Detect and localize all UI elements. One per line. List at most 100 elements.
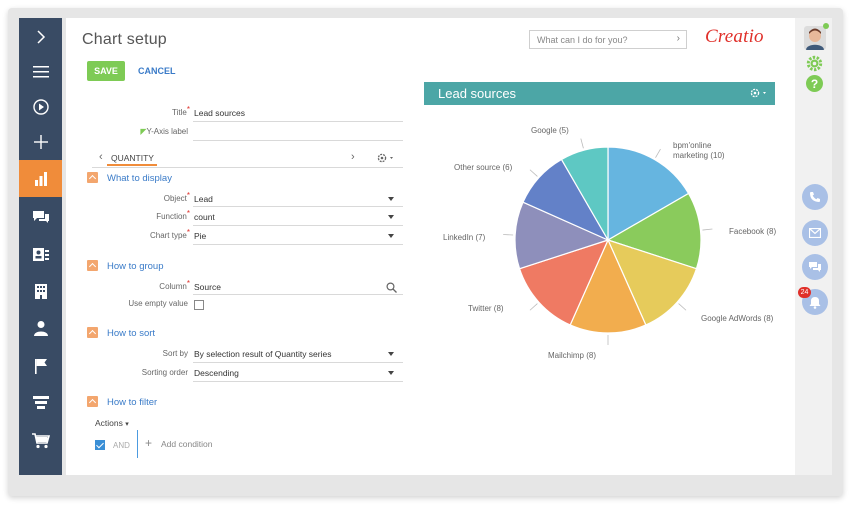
cancel-button[interactable]: CANCEL [138,66,176,76]
phone-button[interactable] [802,184,828,210]
chart-settings-button[interactable] [749,87,769,102]
help-icon[interactable]: ? [806,75,823,92]
pie-slice-5[interactable] [514,201,610,270]
chevron-down-icon[interactable] [388,234,394,238]
gear-icon [750,88,766,98]
avatar[interactable] [804,26,826,50]
gear-icon [377,153,393,163]
search-icon[interactable] [386,280,397,298]
chart-type-underline [193,244,403,245]
collapse-display-icon[interactable] [87,172,98,183]
chart-type-select[interactable]: Pie [194,231,207,241]
chevron-down-icon[interactable] [388,352,394,356]
notification-count-badge: 24 [798,287,811,298]
tab-bar-divider [92,167,403,168]
contact-card-icon [32,247,49,261]
prev-series-button[interactable]: ‹ [99,151,103,163]
save-button[interactable]: SAVE [87,61,125,81]
pie-label: Google AdWords (8) [701,314,774,323]
pie-leader-line [678,303,687,311]
chevron-down-icon[interactable] [388,197,394,201]
sorting-order-select[interactable]: Descending [194,368,239,378]
menu-button[interactable] [19,53,62,90]
pie-slice-7[interactable] [560,146,609,243]
funnel-icon [32,395,49,409]
chevron-down-icon[interactable] [388,371,394,375]
filter-group-checkbox[interactable] [95,440,105,450]
sidebar-item-campaigns[interactable] [19,347,62,384]
column-lookup[interactable]: Source [194,282,221,292]
sidebar-item-contacts[interactable] [19,235,62,272]
pie-slice-0[interactable] [607,146,690,242]
sidebar-item-analytics[interactable] [19,160,62,197]
chart-header: Lead sources [424,82,775,105]
y-axis-label: ◤Y-Axis label [140,127,188,136]
chevron-down-icon[interactable] [388,215,394,219]
online-status-dot [823,23,829,29]
chat-bubbles-icon [809,262,821,272]
page-title: Chart setup [82,31,167,48]
add-condition-button[interactable]: Add condition [161,439,213,449]
chart-type-label: Chart type* [149,228,190,240]
collapse-filter-icon[interactable] [87,396,98,407]
phone-icon [810,192,820,202]
sidebar-item-accounts[interactable] [19,272,62,309]
pie-slice-2[interactable] [606,239,698,326]
pie-leader-line [529,303,538,311]
pie-label: Mailchimp (8) [548,351,597,360]
object-select[interactable]: Lead [194,194,213,204]
sort-by-select[interactable]: By selection result of Quantity series [194,349,332,359]
y-axis-underline [193,140,403,141]
command-search-input[interactable]: What can I do for you? › [529,30,687,49]
function-select[interactable]: count [194,212,215,222]
and-operator[interactable]: AND [113,441,130,450]
use-empty-checkbox[interactable] [194,300,204,310]
right-panel [795,18,832,475]
title-label: Title* [172,105,190,117]
chevron-right-icon [36,29,45,44]
pie-label: Twitter (8) [468,304,504,313]
sidebar-item-funnel[interactable] [19,384,62,421]
pie-label: Google (5) [531,126,569,135]
building-icon [34,283,47,299]
add-button[interactable] [19,123,62,160]
envelope-icon [809,228,821,238]
email-button[interactable] [802,220,828,246]
section-how-to-sort[interactable]: How to sort [107,328,156,339]
section-what-to-display[interactable]: What to display [107,173,172,184]
section-how-to-group[interactable]: How to group [107,261,164,272]
pie-leader-line [655,148,661,158]
chat-button[interactable] [802,254,828,280]
filter-group-line [137,430,138,458]
title-input[interactable]: Lead sources [194,108,246,118]
person-icon [33,320,48,336]
plus-icon[interactable]: + [145,436,153,450]
pie-slice-1[interactable] [606,192,702,270]
tab-quantity[interactable]: QUANTITY [111,153,154,163]
filter-actions-menu[interactable]: Actions ▾ [95,418,129,428]
collapse-group-icon[interactable] [87,260,98,271]
settings-button[interactable] [806,55,823,77]
collapse-sort-icon[interactable] [87,327,98,338]
column-underline [193,294,403,295]
sidebar-item-feed[interactable] [19,198,62,235]
title-underline [193,121,403,122]
use-empty-label: Use empty value [128,299,188,308]
pie-slice-4[interactable] [518,239,610,326]
run-process-button[interactable] [19,88,62,125]
sidebar-item-orders[interactable] [19,422,62,459]
function-underline [193,225,403,226]
pie-leader-line [702,228,713,231]
series-settings-button[interactable] [376,151,396,169]
chevron-right-icon[interactable]: › [676,33,680,44]
next-series-button[interactable]: › [351,151,355,163]
sort-by-label: Sort by [162,349,188,358]
sidebar-item-users[interactable] [19,309,62,346]
brand-logo: Creatio [705,26,764,47]
section-how-to-filter[interactable]: How to filter [107,397,158,408]
collapse-sidebar-button[interactable] [19,18,62,55]
pie-slice-3[interactable] [569,238,647,334]
object-label: Object* [163,191,190,203]
pie-label: bpm'online marketing (10) [673,141,725,160]
